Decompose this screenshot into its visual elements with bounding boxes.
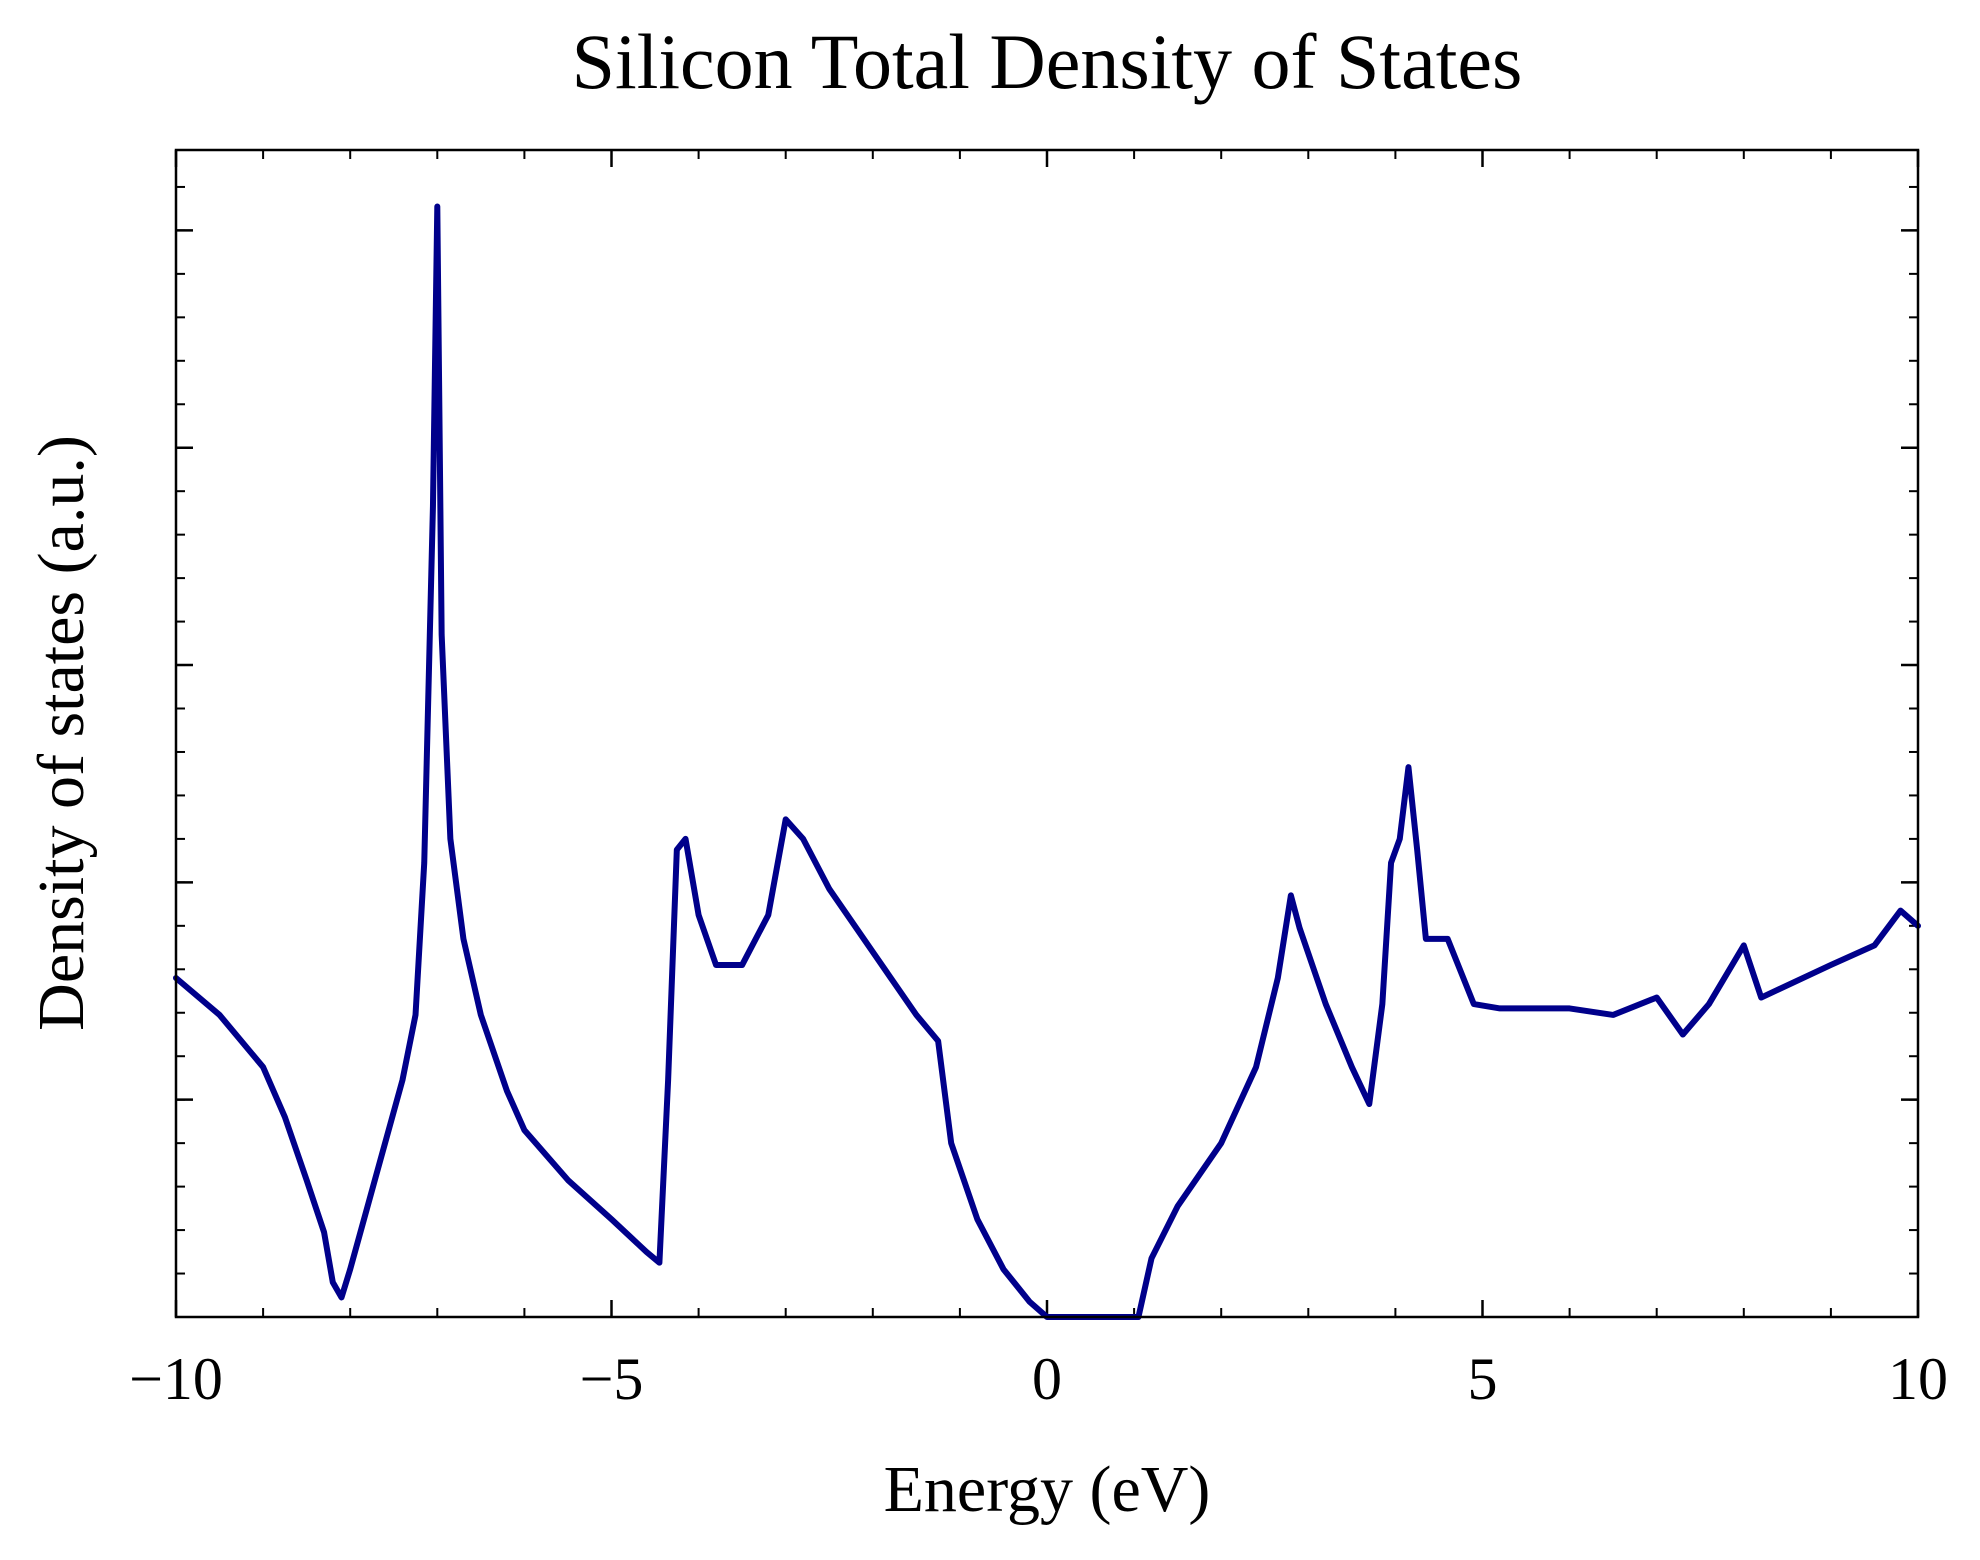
y-axis-label: Density of states (a.u.) bbox=[25, 435, 98, 1031]
x-axis-label: Energy (eV) bbox=[884, 1453, 1211, 1526]
chart-title: Silicon Total Density of States bbox=[572, 18, 1523, 105]
x-tick-label: 0 bbox=[1032, 1346, 1062, 1412]
plot-frame bbox=[174, 148, 1920, 1319]
x-tick-label: 10 bbox=[1888, 1346, 1948, 1412]
x-tick-label: −5 bbox=[580, 1346, 644, 1412]
x-tick-label: −10 bbox=[129, 1346, 223, 1412]
x-tick-label: 5 bbox=[1468, 1346, 1498, 1412]
data-line bbox=[173, 203, 1921, 1320]
